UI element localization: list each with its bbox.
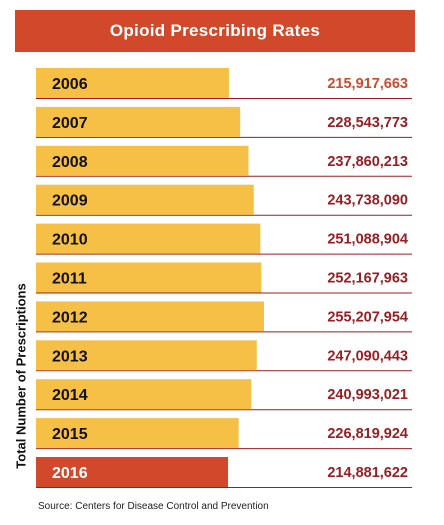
- bar: [36, 457, 228, 487]
- category-label: 2011: [52, 271, 87, 288]
- category-label: 2014: [52, 387, 88, 404]
- category-label: 2009: [52, 193, 88, 210]
- data-label: 252,167,963: [327, 271, 408, 287]
- data-label: 214,881,622: [327, 465, 408, 481]
- category-label: 2016: [52, 465, 88, 482]
- bar: [36, 340, 257, 371]
- bar: [36, 68, 229, 98]
- source-note: Source: Centers for Disease Control and …: [38, 501, 269, 512]
- data-label: 237,860,213: [327, 154, 408, 170]
- data-label: 247,090,443: [327, 348, 408, 364]
- bar: [36, 301, 264, 332]
- bar: [36, 262, 262, 293]
- category-label: 2008: [52, 154, 88, 171]
- data-label: 240,993,021: [327, 387, 408, 403]
- category-label: 2015: [52, 426, 88, 443]
- bar: [36, 418, 239, 449]
- bar: [36, 145, 249, 176]
- chart-title: Opioid Prescribing Rates: [109, 21, 321, 40]
- bar: [36, 223, 261, 254]
- data-label: 215,917,663: [327, 76, 408, 92]
- bar: [36, 184, 254, 215]
- data-label: 255,207,954: [327, 309, 408, 325]
- bar: [36, 379, 252, 410]
- data-label: 226,819,924: [327, 426, 408, 442]
- category-label: 2007: [52, 115, 88, 132]
- data-label: 243,738,090: [327, 193, 408, 209]
- category-label: 2010: [52, 232, 88, 249]
- category-label: 2006: [52, 76, 88, 93]
- bar: [36, 106, 241, 137]
- title-band: Opioid Prescribing Rates: [15, 10, 415, 52]
- data-label: 228,543,773: [327, 115, 408, 131]
- category-label: 2013: [52, 348, 88, 365]
- data-label: 251,088,904: [327, 232, 408, 248]
- category-label: 2012: [52, 309, 88, 326]
